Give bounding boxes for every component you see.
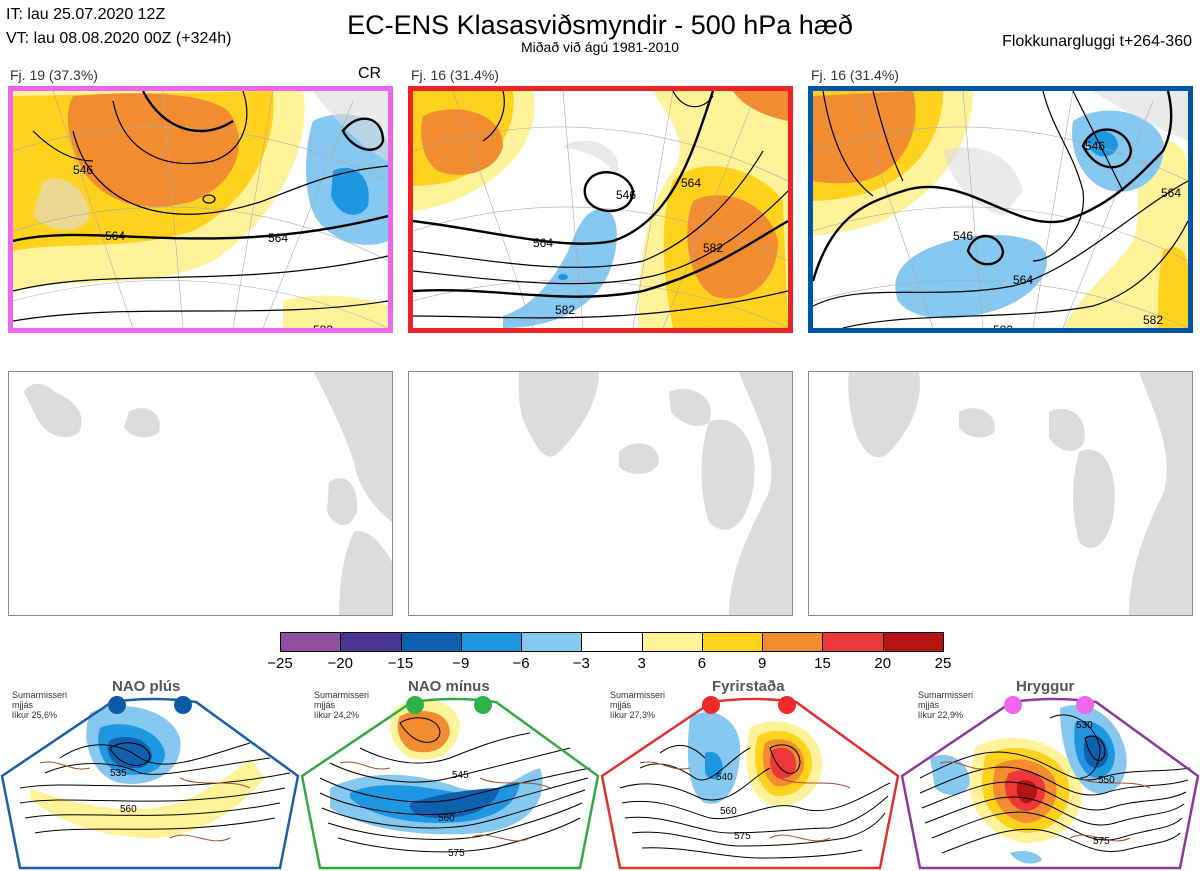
regime-months: mjjás — [314, 700, 336, 710]
colorbar-swatch — [340, 632, 402, 652]
contour-label: 560 — [120, 804, 137, 815]
contour-label: 575 — [734, 831, 751, 842]
clustering-window: Flokkunargluggi t+264-360 — [1002, 33, 1192, 50]
contour-label: 582 — [1143, 313, 1164, 327]
contour-label: 575 — [1093, 836, 1110, 847]
regime-season: Sumarmisseri — [918, 690, 974, 700]
contour-label: 564 — [681, 176, 702, 190]
cluster-map-2: 564 546 564 582 582 — [408, 86, 793, 333]
contour-label: 582 — [993, 323, 1014, 333]
contour-label: 560 — [720, 806, 737, 817]
regime-season: Sumarmisseri — [314, 690, 370, 700]
contour-label: 582 — [555, 303, 576, 317]
contour-label: 582 — [313, 323, 334, 333]
colorbar-tick-label: −15 — [387, 655, 414, 672]
colorbar-swatch — [882, 632, 944, 652]
regime-months: mjjás — [610, 700, 632, 710]
initial-time: IT: lau 25.07.2020 12Z — [6, 6, 166, 23]
colorbar-swatch — [280, 632, 342, 652]
page-title: EC-ENS Klasasviðsmyndir - 500 hPa hæð — [347, 10, 853, 40]
contour-label: 550 — [1098, 775, 1115, 786]
regime-dot-right — [474, 696, 492, 714]
regime-ridge: Hryggur Sumarmisseri mjjás líkur 22,9% 5… — [900, 678, 1200, 871]
regime-nao-plus: NAO plús Sumarmisseri mjjás líkur 25,6% … — [0, 678, 300, 871]
regime-season: Sumarmisseri — [12, 690, 68, 700]
regime-dot-right — [174, 696, 192, 714]
colorbar-swatch — [701, 632, 764, 652]
regime-season: Sumarmisseri — [610, 690, 666, 700]
regime-months: mjjás — [918, 700, 940, 710]
colorbar-swatch — [822, 632, 884, 652]
regime-title: NAO mínus — [408, 678, 490, 695]
colorbar-tick-label: 15 — [814, 655, 831, 672]
regime-title: Hryggur — [1016, 678, 1075, 695]
contour-label: 564 — [268, 231, 289, 245]
colorbar-tick-label: −9 — [452, 655, 470, 672]
colorbar-tick-label: 6 — [697, 655, 707, 672]
colorbar-tick-label: −6 — [512, 655, 530, 672]
colorbar-swatch — [762, 632, 824, 652]
colorbar-tick-label: −20 — [327, 655, 353, 672]
contour-label: 560 — [438, 813, 455, 824]
contour-label: 540 — [716, 772, 733, 783]
cluster-map-1: 546 564 564 582 — [8, 86, 393, 333]
contour-label: 564 — [533, 236, 554, 250]
panel-1-tag: CR — [358, 65, 382, 82]
regime-dot-left — [108, 696, 126, 714]
colorbar-tick-label: 3 — [637, 655, 646, 672]
regime-probability: líkur 22,9% — [918, 710, 964, 720]
contour-label: 575 — [448, 848, 465, 859]
colorbar-tick-label: 20 — [874, 655, 892, 672]
regime-probability: líkur 27,3% — [610, 710, 656, 720]
regime-title: Fyrirstaða — [712, 678, 785, 695]
colorbar-swatch — [521, 632, 583, 652]
blank-map-3 — [808, 371, 1193, 616]
regime-dot-right — [1076, 696, 1094, 714]
regime-dot-left — [702, 696, 720, 714]
panel-2-label: Fj. 16 (31.4%) — [411, 67, 499, 83]
contour-label: 564 — [1161, 186, 1182, 200]
valid-time: VT: lau 08.08.2020 00Z (+324h) — [6, 30, 232, 47]
contour-label: 582 — [703, 241, 724, 255]
colorbar-tick-label: 9 — [758, 655, 767, 672]
panel-1-label: Fj. 19 (37.3%) — [10, 67, 98, 83]
contour-label: 545 — [452, 770, 469, 781]
regime-probability: líkur 24,2% — [314, 710, 360, 720]
cluster-map-3: 546 546 564 564 582 582 — [808, 86, 1193, 333]
colorbar-tick-label: −25 — [267, 655, 293, 672]
colorbar-tick-label: −3 — [572, 655, 590, 672]
contour-label: 546 — [1085, 139, 1106, 153]
regime-dot-right — [778, 696, 796, 714]
climate-reference: Miðað við ágú 1981-2010 — [520, 39, 679, 55]
regime-nao-minus: NAO mínus Sumarmisseri mjjás líkur 24,2%… — [300, 678, 600, 871]
contour-label: 546 — [73, 163, 94, 177]
regime-dot-left — [1004, 696, 1022, 714]
regime-blocking: Fyrirstaða Sumarmisseri mjjás líkur 27,3… — [600, 678, 900, 871]
blank-map-1 — [8, 371, 393, 616]
colorbar-tick-label: 25 — [934, 655, 952, 672]
regime-dot-left — [406, 696, 424, 714]
contour-label: 530 — [1076, 720, 1093, 731]
regime-probability: líkur 25,6% — [12, 710, 58, 720]
contour-label: 564 — [105, 229, 126, 243]
blank-map-2 — [408, 371, 793, 616]
contour-label: 546 — [953, 229, 974, 243]
colorbar-swatch — [460, 632, 523, 652]
contour-label: 564 — [1013, 273, 1034, 287]
colorbar-swatch — [400, 632, 462, 652]
contour-label: 546 — [616, 188, 637, 202]
regime-months: mjjás — [12, 700, 34, 710]
regime-title: NAO plús — [112, 678, 181, 695]
panel-3-label: Fj. 16 (31.4%) — [811, 67, 899, 83]
colorbar-swatch — [641, 632, 703, 652]
contour-label: 535 — [110, 768, 127, 779]
colorbar-swatch — [581, 632, 643, 652]
